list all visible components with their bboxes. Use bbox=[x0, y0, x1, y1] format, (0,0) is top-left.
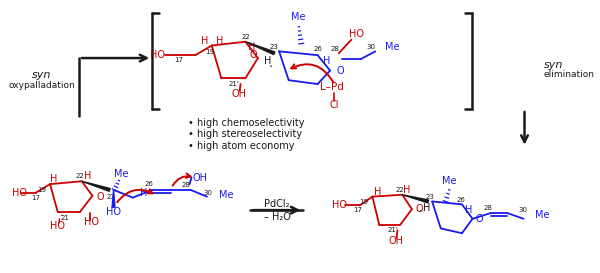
Text: H: H bbox=[465, 205, 472, 215]
Text: O: O bbox=[250, 50, 257, 60]
Text: 19: 19 bbox=[359, 199, 368, 205]
Text: 26: 26 bbox=[457, 197, 466, 203]
Text: syn: syn bbox=[544, 60, 563, 70]
Text: 28: 28 bbox=[331, 46, 340, 52]
Text: HO: HO bbox=[106, 207, 121, 217]
Text: HO: HO bbox=[11, 188, 26, 198]
Text: Me: Me bbox=[535, 210, 550, 220]
Text: • high stereoselectivity: • high stereoselectivity bbox=[188, 129, 302, 139]
Text: Cl: Cl bbox=[329, 100, 339, 110]
Polygon shape bbox=[245, 42, 275, 55]
Text: O: O bbox=[337, 66, 344, 76]
Text: Me: Me bbox=[385, 41, 400, 52]
Text: OH: OH bbox=[193, 173, 208, 183]
Text: • high atom economy: • high atom economy bbox=[188, 141, 294, 151]
Text: H: H bbox=[424, 203, 431, 213]
Text: O: O bbox=[475, 214, 483, 224]
Text: 17: 17 bbox=[353, 207, 362, 213]
Text: 22: 22 bbox=[241, 34, 250, 40]
Text: PdCl₂: PdCl₂ bbox=[265, 199, 290, 209]
Text: H: H bbox=[264, 56, 271, 66]
Text: 22: 22 bbox=[76, 173, 84, 179]
Text: oxypalladation: oxypalladation bbox=[8, 81, 75, 90]
Text: H: H bbox=[202, 36, 209, 46]
Text: L–Pd: L–Pd bbox=[320, 82, 344, 92]
Text: syn: syn bbox=[32, 70, 51, 80]
Text: ⋅⋅: ⋅⋅ bbox=[416, 206, 423, 216]
Text: 30: 30 bbox=[366, 44, 375, 51]
Text: 23: 23 bbox=[426, 194, 434, 200]
Text: 30: 30 bbox=[518, 207, 527, 213]
Polygon shape bbox=[402, 195, 428, 203]
Text: Me: Me bbox=[114, 168, 128, 179]
Text: HO: HO bbox=[84, 217, 99, 227]
Text: 30: 30 bbox=[203, 190, 212, 196]
Polygon shape bbox=[112, 190, 115, 207]
Text: H: H bbox=[403, 185, 411, 195]
Text: H: H bbox=[323, 56, 330, 66]
Text: 17: 17 bbox=[175, 57, 184, 63]
Text: O: O bbox=[96, 192, 104, 202]
Text: 19: 19 bbox=[205, 49, 214, 55]
Text: H: H bbox=[140, 188, 147, 198]
Text: OH: OH bbox=[231, 89, 246, 99]
Text: H: H bbox=[248, 41, 255, 52]
Text: OH: OH bbox=[388, 236, 403, 246]
Text: 19: 19 bbox=[37, 187, 46, 193]
Text: ⋅: ⋅ bbox=[60, 211, 64, 221]
Text: H: H bbox=[216, 36, 223, 46]
Text: 26: 26 bbox=[313, 46, 322, 52]
Text: H: H bbox=[374, 187, 381, 197]
Text: 26: 26 bbox=[145, 181, 154, 187]
Text: 21': 21' bbox=[229, 81, 239, 87]
Text: 17: 17 bbox=[31, 195, 40, 201]
Text: 28: 28 bbox=[484, 205, 493, 211]
Text: HO: HO bbox=[332, 200, 347, 210]
Text: HO: HO bbox=[50, 221, 65, 232]
Text: O: O bbox=[416, 204, 424, 214]
Polygon shape bbox=[82, 181, 110, 191]
Text: 22: 22 bbox=[396, 187, 405, 193]
Text: Me: Me bbox=[291, 12, 305, 22]
Text: Me: Me bbox=[442, 176, 457, 186]
Text: H: H bbox=[84, 171, 91, 182]
Text: • high chemoselectivity: • high chemoselectivity bbox=[188, 118, 304, 127]
Text: – H₂O: – H₂O bbox=[264, 212, 290, 222]
Text: 28: 28 bbox=[181, 182, 190, 188]
Text: 21: 21 bbox=[61, 215, 70, 221]
Text: Me: Me bbox=[220, 190, 234, 200]
Text: 21': 21' bbox=[387, 227, 398, 233]
Text: 23: 23 bbox=[270, 43, 279, 49]
Text: HO: HO bbox=[149, 50, 164, 60]
Text: 23: 23 bbox=[106, 194, 115, 200]
Text: HO: HO bbox=[349, 29, 364, 39]
Text: elimination: elimination bbox=[544, 70, 595, 79]
Text: ⋅: ⋅ bbox=[268, 61, 272, 74]
Text: H: H bbox=[50, 174, 58, 184]
